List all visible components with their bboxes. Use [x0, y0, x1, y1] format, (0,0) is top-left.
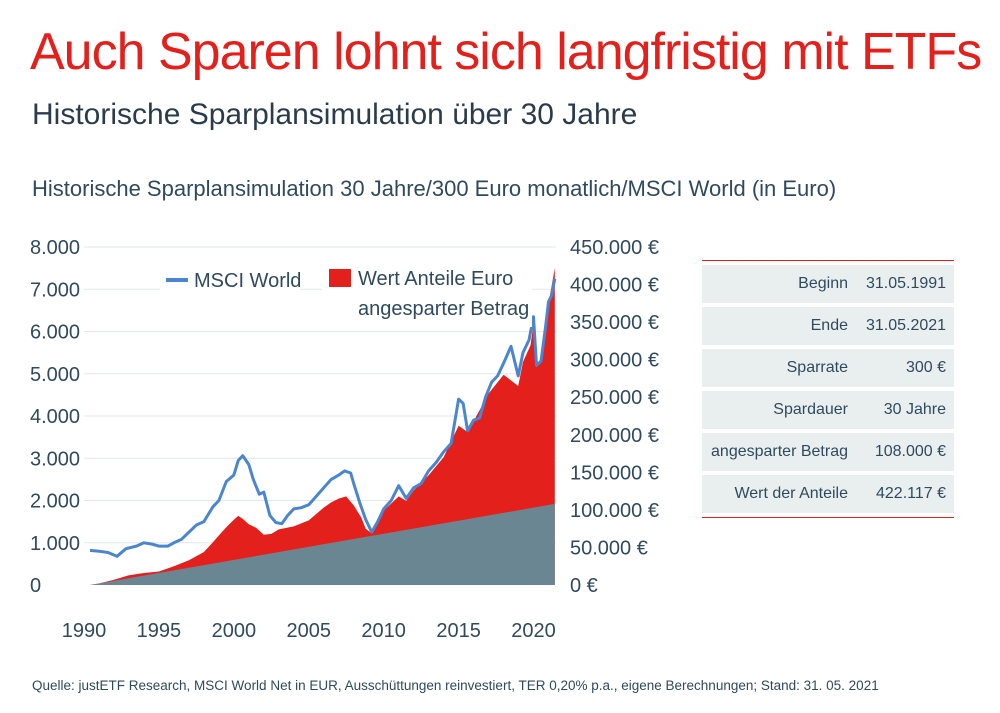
y-right-tick-label: 200.000 €: [570, 425, 659, 447]
row-value-ende: 31.05.2021: [866, 317, 947, 334]
row-label-beginn: Beginn: [798, 275, 848, 292]
y-left-tick-label: 6.000: [30, 322, 80, 344]
y-left-tick-label: 1.000: [30, 533, 80, 555]
row-value-beginn: 31.05.1991: [866, 275, 947, 292]
table-row: Wert der Anteile 422.117 €: [702, 475, 954, 513]
table-top-rule: [702, 260, 954, 261]
y-right-tick-label: 50.000 €: [570, 537, 648, 559]
legend-background: [322, 265, 532, 327]
x-tick-label: 1990: [62, 620, 107, 642]
x-tick-label: 2020: [511, 620, 556, 642]
series-area-wert-anteile: [89, 268, 555, 585]
y-left-tick-label: 0: [30, 575, 41, 597]
legend-swatch-wert-anteile: [329, 269, 351, 287]
y-left-tick-label: 8.000: [30, 237, 80, 259]
y-right-tick-label: 0 €: [570, 575, 598, 597]
table-row: Spardauer 30 Jahre: [702, 391, 954, 429]
row-label-sparrate: Sparrate: [786, 359, 848, 376]
y-right-tick-label: 250.000 €: [570, 387, 659, 409]
y-left-tick-label: 4.000: [30, 406, 80, 428]
y-left-tick-label: 3.000: [30, 448, 80, 470]
legend-label-angesparter-betrag: angesparter Betrag: [358, 298, 529, 320]
source-note: Quelle: justETF Research, MSCI World Net…: [32, 678, 879, 693]
row-value-sparrate: 300 €: [905, 359, 946, 376]
table-row: Sparrate 300 €: [702, 349, 954, 387]
row-label-ende: Ende: [810, 317, 848, 334]
y-right-tick-label: 300.000 €: [570, 350, 659, 372]
y-right-tick-label: 400.000 €: [570, 275, 659, 297]
x-tick-label: 2005: [287, 620, 332, 642]
legend-label-wert-anteile: Wert Anteile Euro: [358, 268, 513, 290]
row-value-angesparter-betrag: 108.000 €: [874, 443, 946, 460]
y-right-tick-label: 350.000 €: [570, 312, 659, 334]
series-area-angesparter-betrag: [89, 503, 555, 585]
y-right-tick-label: 150.000 €: [570, 462, 659, 484]
row-value-spardauer: 30 Jahre: [883, 401, 946, 418]
y-left-tick-label: 7.000: [30, 279, 80, 301]
y-right-tick-label: 450.000 €: [570, 237, 659, 259]
table-row: Ende 31.05.2021: [702, 307, 954, 345]
y-right-tick-label: 100.000 €: [570, 500, 659, 522]
series-line-msci-world: [89, 278, 557, 558]
y-left-tick-label: 5.000: [30, 364, 80, 386]
row-value-wert-der-anteile: 422.117 €: [876, 485, 946, 502]
x-tick-label: 2015: [436, 620, 481, 642]
y-left-tick-label: 2.000: [30, 491, 80, 513]
table-row: angesparter Betrag 108.000 €: [702, 433, 954, 471]
x-tick-label: 1995: [137, 620, 182, 642]
page-title: Auch Sparen lohnt sich langfristig mit E…: [30, 23, 982, 81]
row-label-spardauer: Spardauer: [773, 401, 848, 418]
table-bottom-rule: [702, 517, 954, 518]
x-tick-label: 2010: [361, 620, 406, 642]
row-label-angesparter-betrag: angesparter Betrag: [711, 443, 848, 460]
chart-title: Historische Sparplansimulation 30 Jahre/…: [32, 176, 837, 201]
x-tick-label: 2000: [212, 620, 257, 642]
summary-table: Beginn 31.05.1991 Ende 31.05.2021 Sparra…: [702, 260, 954, 518]
page-subtitle: Historische Sparplansimulation über 30 J…: [32, 98, 638, 131]
legend-label-msci-world: MSCI World: [194, 270, 301, 292]
row-label-wert-der-anteile: Wert der Anteile: [734, 485, 848, 502]
savings-plan-chart: 0 1.000 2.000 3.000 4.000 5.000 6.000 7.000 8.00…: [30, 237, 659, 642]
table-row: Beginn 31.05.1991: [702, 265, 954, 303]
